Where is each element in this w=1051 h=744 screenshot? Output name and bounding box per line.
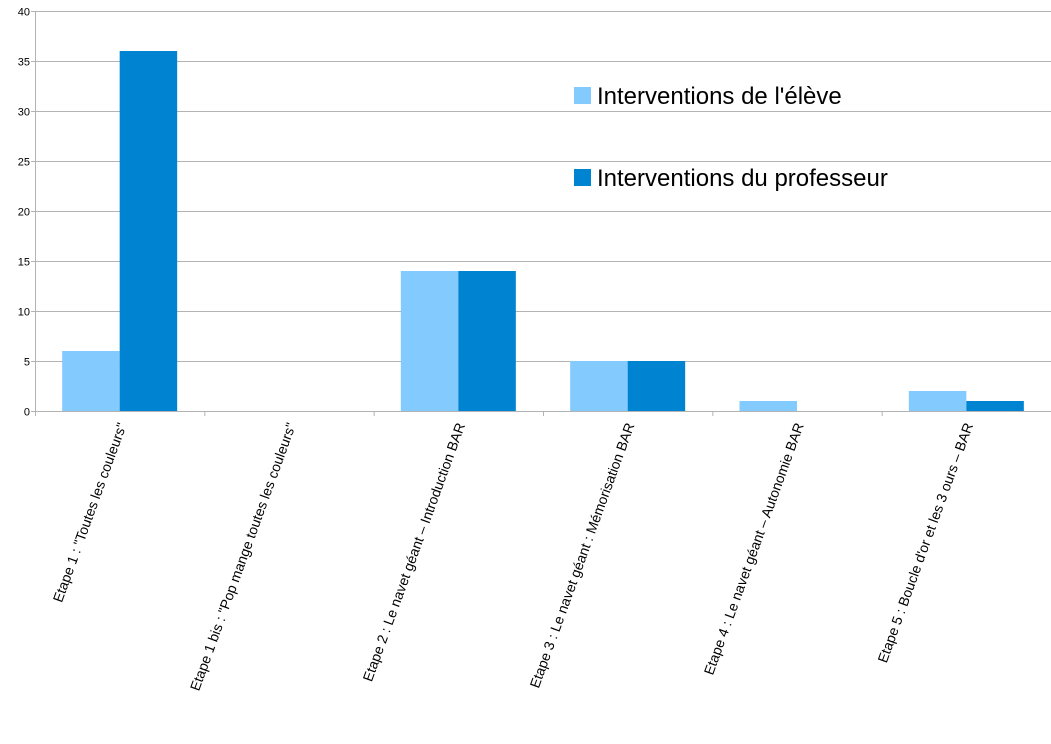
category-label-1: Etape 1 bis : "Pop mange toutes les coul… [187, 421, 299, 693]
bar-student-0 [62, 351, 120, 411]
axes [31, 11, 1051, 416]
legend-swatch-teacher [574, 169, 591, 186]
legend-label-teacher: Interventions du professeur [597, 165, 888, 192]
legend: Interventions de l'élève Interventions d… [574, 83, 888, 192]
legend-swatch-student [574, 87, 591, 104]
y-tick-label-25: 25 [18, 157, 30, 169]
category-label-2: Etape 2 : Le navet géant – Introduction … [359, 421, 468, 684]
y-tick-label-35: 35 [18, 57, 30, 69]
bar-teacher-0 [119, 51, 178, 411]
y-tick-label-40: 40 [18, 7, 30, 19]
y-tick-label-15: 15 [18, 257, 30, 269]
y-tick-label-10: 10 [18, 307, 30, 319]
bar-teacher-5 [966, 401, 1024, 411]
category-label-3: Etape 3 : Le navet géant : Mémorisation … [526, 421, 637, 690]
bar-student-2 [400, 271, 459, 411]
category-label-5: Etape 5 : Boucle d'or et les 3 ours – BA… [874, 421, 976, 665]
bars [62, 51, 1024, 411]
y-tick-label-5: 5 [24, 357, 30, 369]
y-tick-label-0: 0 [24, 407, 30, 419]
y-axis-tick-labels: 0 5 10 15 20 25 30 35 40 [18, 7, 30, 419]
y-tick-label-30: 30 [18, 107, 30, 119]
category-label-0: Etape 1 : "Toutes les couleurs" [50, 421, 130, 605]
category-label-4: Etape 4 : Le navet géant – Autonomie BAR [700, 421, 806, 677]
bar-student-5 [908, 391, 967, 411]
y-tick-label-20: 20 [18, 207, 30, 219]
bar-student-4 [739, 401, 797, 411]
grid-lines [35, 11, 1051, 412]
bar-student-3 [570, 361, 628, 411]
bar-teacher-2 [458, 271, 516, 411]
bar-teacher-3 [627, 361, 686, 411]
category-labels: Etape 1 : "Toutes les couleurs" Etape 1 b… [50, 421, 977, 693]
legend-label-student: Interventions de l'élève [597, 83, 842, 110]
